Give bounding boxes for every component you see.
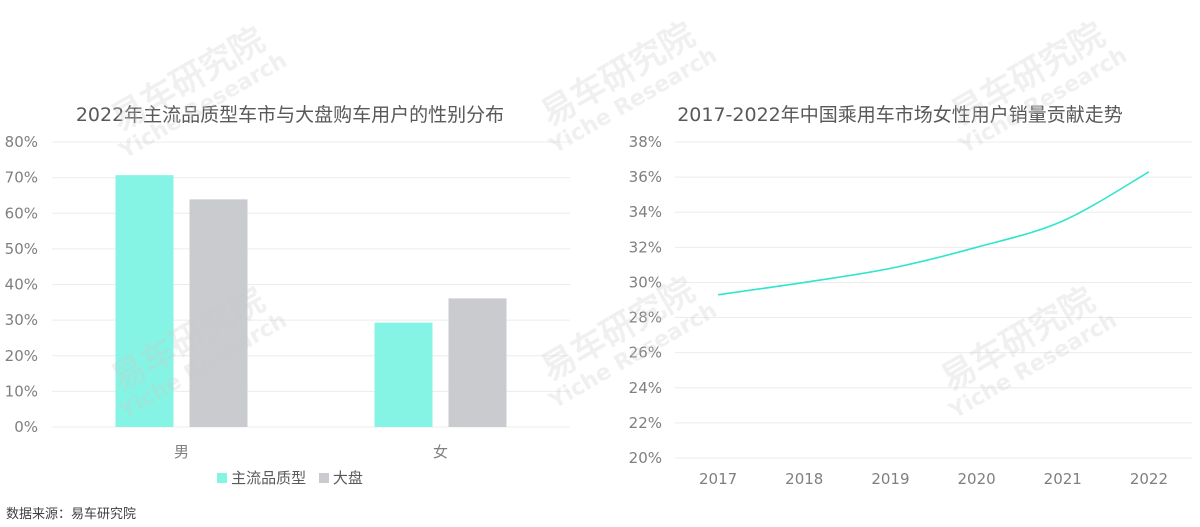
line-y-tick-label: 30% <box>629 273 662 291</box>
line-y-tick-label: 20% <box>629 449 662 467</box>
legend-label-series-2: 大盘 <box>332 469 363 487</box>
bar-y-tick-label: 40% <box>5 276 38 294</box>
bar-x-tick-label: 女 <box>433 443 448 461</box>
line-y-tick-label: 32% <box>629 238 662 256</box>
line-x-tick-label: 2022 <box>1130 470 1168 488</box>
bar-y-tick-label: 70% <box>5 169 38 187</box>
bar-y-tick-label: 0% <box>14 418 38 436</box>
line-y-tick-label: 28% <box>629 309 662 327</box>
bar-y-tick-label: 50% <box>5 240 38 258</box>
legend-swatch-series-2 <box>318 473 329 483</box>
line-chart-title: 2017-2022年中国乘用车市场女性用户销量贡献走势 <box>677 104 1123 126</box>
line-y-tick-label: 22% <box>629 414 662 432</box>
line-x-tick-label: 2017 <box>699 470 737 488</box>
bar-y-tick-label: 30% <box>5 311 38 329</box>
line-y-tick-label: 24% <box>629 379 662 397</box>
line-x-tick-label: 2021 <box>1044 470 1082 488</box>
bar-2-1 <box>189 199 248 427</box>
line-y-tick-label: 38% <box>629 133 662 151</box>
line-y-tick-label: 36% <box>629 168 662 186</box>
line-x-tick-label: 2018 <box>785 470 823 488</box>
legend-item-series-1: 主流品质型 <box>217 467 306 488</box>
line-y-tick-label: 34% <box>629 203 662 221</box>
bar-y-tick-label: 80% <box>5 133 38 151</box>
legend-item-series-2: 大盘 <box>318 467 363 488</box>
line-series-path <box>717 171 1150 296</box>
legend-label-series-1: 主流品质型 <box>231 469 307 487</box>
source-note: 数据来源：易车研究院 <box>6 507 137 522</box>
bar-chart-legend: 主流品质型 大盘 <box>0 467 580 488</box>
bar-1-2 <box>374 322 433 427</box>
bar-y-tick-label: 60% <box>5 204 38 222</box>
bar-1-1 <box>115 175 174 427</box>
bar-x-tick-label: 男 <box>174 443 189 461</box>
line-x-tick-label: 2020 <box>957 470 995 488</box>
bar-y-tick-label: 20% <box>5 347 38 365</box>
bar-y-tick-label: 10% <box>5 382 38 400</box>
legend-swatch-series-1 <box>217 473 228 483</box>
bar-chart-title: 2022年主流品质型车市与大盘购车用户的性别分布 <box>75 104 505 126</box>
bar-2-2 <box>448 298 507 427</box>
line-x-tick-label: 2019 <box>871 470 909 488</box>
line-y-tick-label: 26% <box>629 344 662 362</box>
